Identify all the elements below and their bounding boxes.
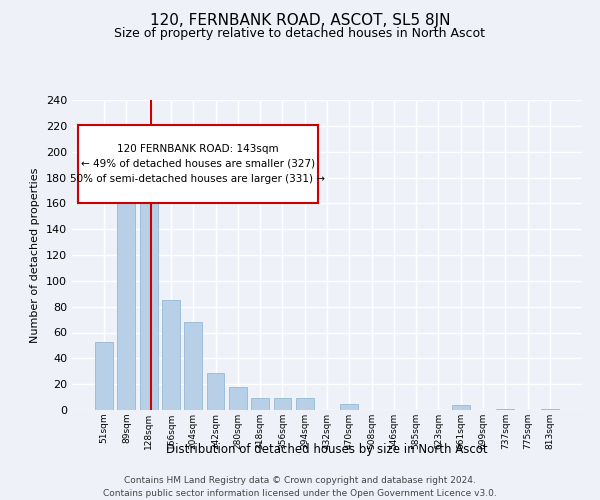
Bar	[452, 405, 470, 410]
Bar	[206, 372, 224, 410]
Bar	[162, 300, 180, 410]
Bar	[140, 174, 158, 410]
Bar	[541, 408, 559, 410]
Text: Distribution of detached houses by size in North Ascot: Distribution of detached houses by size …	[166, 442, 488, 456]
Bar	[95, 342, 113, 410]
Bar	[496, 408, 514, 410]
Text: Size of property relative to detached houses in North Ascot: Size of property relative to detached ho…	[115, 28, 485, 40]
Bar	[340, 404, 358, 410]
Bar	[184, 322, 202, 410]
Bar	[251, 398, 269, 410]
Bar	[229, 387, 247, 410]
Bar	[296, 398, 314, 410]
Text: Contains HM Land Registry data © Crown copyright and database right 2024.
Contai: Contains HM Land Registry data © Crown c…	[103, 476, 497, 498]
Text: 120, FERNBANK ROAD, ASCOT, SL5 8JN: 120, FERNBANK ROAD, ASCOT, SL5 8JN	[150, 12, 450, 28]
Bar	[118, 164, 136, 410]
Y-axis label: Number of detached properties: Number of detached properties	[31, 168, 40, 342]
Bar	[274, 398, 292, 410]
Text: 120 FERNBANK ROAD: 143sqm
← 49% of detached houses are smaller (327)
50% of semi: 120 FERNBANK ROAD: 143sqm ← 49% of detac…	[71, 144, 325, 184]
